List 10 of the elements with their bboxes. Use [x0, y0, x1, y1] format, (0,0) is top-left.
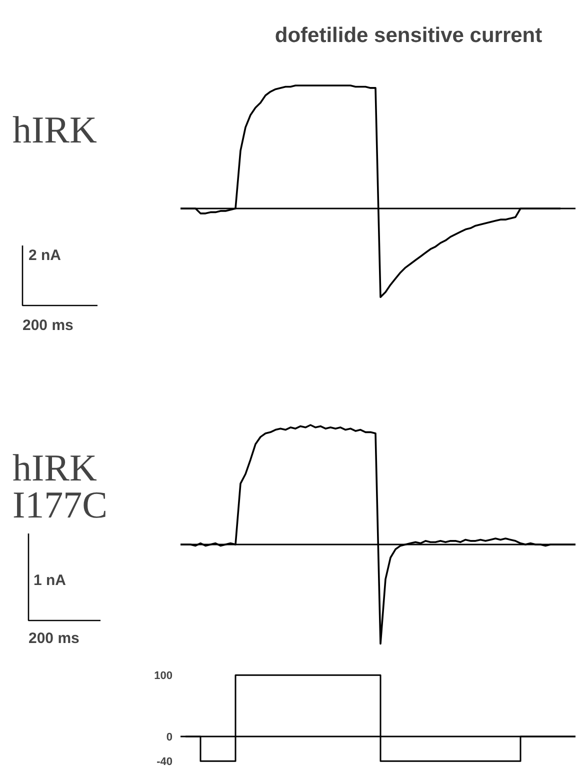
- chart-title: dofetilide sensitive current: [274, 24, 542, 47]
- y-tick-label: -40: [156, 756, 173, 768]
- y-axis-title: hIRK I177C: [12, 448, 108, 526]
- y-tick-label: 100: [154, 670, 173, 682]
- y-tick-label: 0: [166, 732, 173, 744]
- text: 1 nA: [34, 572, 66, 589]
- text: 200 ms: [22, 317, 74, 334]
- text: 200 ms: [28, 630, 80, 647]
- text: 2 nA: [28, 247, 62, 264]
- y-axis-title: hIRK: [12, 110, 98, 152]
